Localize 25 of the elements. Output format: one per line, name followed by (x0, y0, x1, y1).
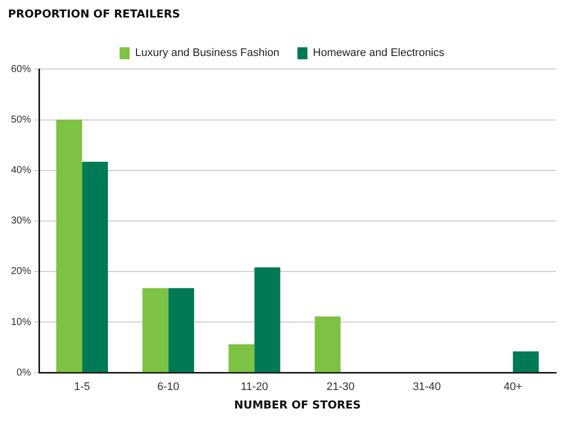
x-tick-label: 1-5 (74, 381, 90, 394)
y-tick-label: 50% (11, 114, 32, 126)
y-tick-label: 60% (11, 64, 32, 75)
bar (254, 267, 280, 372)
y-tick-label: 40% (11, 165, 32, 176)
x-tick-label: 40+ (504, 381, 522, 394)
bar (142, 288, 168, 372)
bar (228, 344, 254, 372)
bar (314, 316, 341, 372)
x-tick-label: 21-30 (326, 381, 355, 394)
y-tick-label: 0% (16, 367, 32, 378)
bar (82, 162, 108, 372)
x-tick-label: 11-20 (240, 381, 268, 394)
chart-title: PROPORTION OF RETAILERS (8, 7, 180, 20)
x-tick-label: 31-40 (412, 381, 441, 394)
x-tick-label: 6-10 (157, 381, 180, 394)
bar (512, 351, 539, 372)
y-tick-label: 10% (11, 316, 32, 328)
y-tick-label: 30% (11, 216, 32, 227)
y-tick-label: 20% (11, 266, 32, 278)
bar (56, 120, 82, 372)
bar (168, 288, 194, 372)
legend-label: Luxury and Business Fashion (135, 47, 280, 60)
x-axis-title: NUMBER OF STORES (234, 398, 361, 412)
legend-label: Homeware and Electronics (312, 47, 445, 60)
